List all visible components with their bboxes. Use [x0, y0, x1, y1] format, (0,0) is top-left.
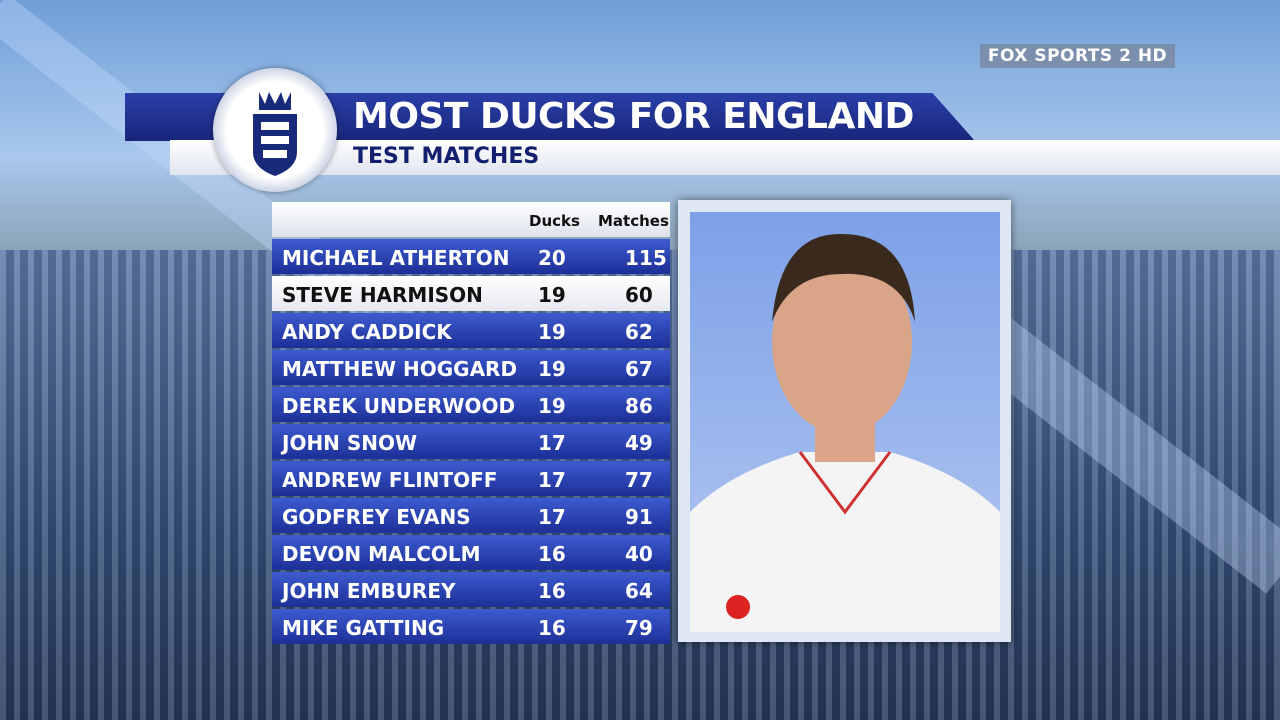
cell-value: 62 [625, 320, 653, 344]
table-row: DEVON MALCOLM 16 40 [272, 535, 670, 570]
cell-value: 67 [625, 357, 653, 381]
cell-value: 17 [538, 431, 566, 455]
player-photo [690, 212, 1000, 632]
broadcaster-logo: FOX SPORTS 2 HD [980, 44, 1175, 68]
table-row: JOHN EMBUREY 16 64 [272, 572, 670, 607]
title: MOST DUCKS FOR ENGLAND [353, 96, 914, 137]
player-name: MATTHEW HOGGARD [282, 357, 518, 381]
player-name: MIKE GATTING [282, 616, 445, 640]
table-header: Ducks Matches [272, 202, 670, 237]
cell-value: 86 [625, 394, 653, 418]
player-name: JOHN SNOW [282, 431, 418, 455]
cell-value: 40 [625, 542, 653, 566]
table-row: STEVE HARMISON 19 60 [272, 276, 670, 311]
cell-value: 60 [625, 283, 653, 307]
table-row: GODFREY EVANS 17 91 [272, 498, 670, 533]
table-row: ANDREW FLINTOFF 17 77 [272, 461, 670, 496]
cell-value: 19 [538, 357, 566, 381]
cell-value: 17 [538, 505, 566, 529]
subtitle: TEST MATCHES [353, 144, 540, 169]
table-row: MATTHEW HOGGARD 19 67 [272, 350, 670, 385]
cell-value: 17 [538, 468, 566, 492]
cell-value: 16 [538, 616, 566, 640]
cell-value: 79 [625, 616, 653, 640]
cell-value: 20 [538, 246, 566, 270]
table-row: MICHAEL ATHERTON 20 115 [272, 239, 670, 274]
player-name: JOHN EMBUREY [282, 579, 456, 603]
table-row: ANDY CADDICK 19 62 [272, 313, 670, 348]
player-name: ANDY CADDICK [282, 320, 452, 344]
table-row: JOHN SNOW 17 49 [272, 424, 670, 459]
player-name: GODFREY EVANS [282, 505, 471, 529]
badge-emblem [253, 92, 297, 176]
column-header: Ducks [529, 212, 580, 230]
cell-value: 19 [538, 320, 566, 344]
player-name: MICHAEL ATHERTON [282, 246, 510, 270]
cell-value: 16 [538, 579, 566, 603]
cell-value: 91 [625, 505, 653, 529]
cell-value: 115 [625, 246, 667, 270]
cell-value: 77 [625, 468, 653, 492]
player-name: DEVON MALCOLM [282, 542, 481, 566]
cell-value: 64 [625, 579, 653, 603]
table-row: MIKE GATTING 16 79 [272, 609, 670, 644]
ecb-badge [213, 68, 337, 192]
player-name: ANDREW FLINTOFF [282, 468, 498, 492]
column-header: Matches [598, 212, 669, 230]
cell-value: 16 [538, 542, 566, 566]
table-row: DEREK UNDERWOOD 19 86 [272, 387, 670, 422]
subtitle-bar [170, 140, 1280, 175]
player-silhouette [690, 233, 1000, 632]
cell-value: 49 [625, 431, 653, 455]
cell-value: 19 [538, 283, 566, 307]
player-name: STEVE HARMISON [282, 283, 483, 307]
ducks-table: Ducks Matches MICHAEL ATHERTON 20 115 STEVE… [272, 202, 670, 644]
cell-value: 19 [538, 394, 566, 418]
player-name: DEREK UNDERWOOD [282, 394, 516, 418]
